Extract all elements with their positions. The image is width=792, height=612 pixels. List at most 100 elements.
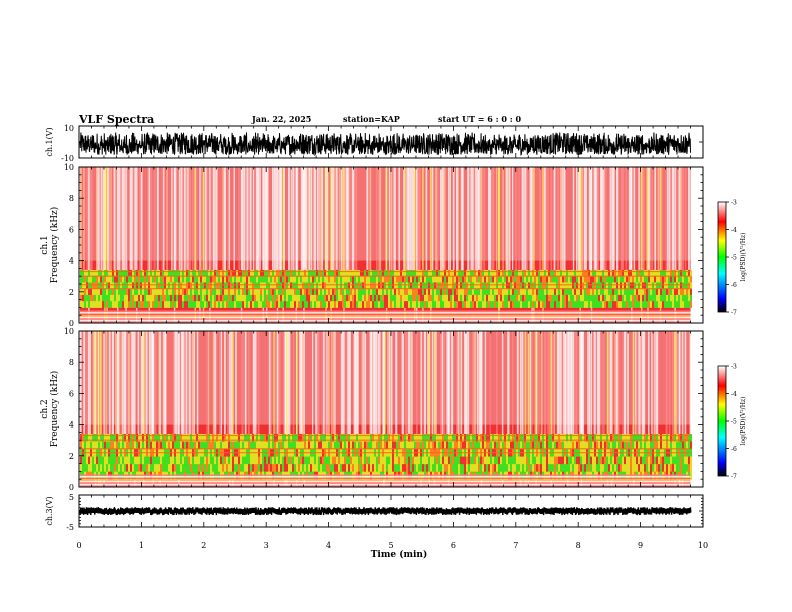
spec-band-cell <box>282 294 284 302</box>
spec-band-cell <box>420 441 422 450</box>
spec-band-cell <box>390 301 392 308</box>
spec-band-cell <box>184 282 186 290</box>
date-label: Jan. 22, 2025 <box>252 114 312 124</box>
spec-streak <box>441 331 444 462</box>
spec-band-cell <box>354 301 356 308</box>
spec-band-cell <box>560 433 562 442</box>
spec-band-cell <box>206 282 208 290</box>
spec-band-cell <box>616 276 618 283</box>
spec-band-cell <box>136 269 138 277</box>
spec-streak <box>408 331 411 464</box>
spec-band-cell <box>384 441 386 450</box>
spec-band-cell <box>254 294 256 302</box>
spec-band-cell <box>626 294 628 302</box>
spec-band-cell <box>280 441 282 450</box>
spec-band-cell <box>322 294 324 302</box>
spec-band-cell <box>640 441 642 450</box>
spec-band-cell <box>350 464 352 473</box>
spec-band-cell <box>100 294 102 302</box>
spec-band-cell <box>142 269 144 277</box>
spec-streak <box>324 331 327 455</box>
spec-band-cell <box>470 288 472 296</box>
spec-band-cell <box>482 269 484 277</box>
spec-band-cell <box>562 288 564 296</box>
spec-streak <box>393 167 396 278</box>
spec-band-cell <box>356 269 358 277</box>
spec-streak <box>188 331 192 464</box>
spec-streak <box>489 331 491 456</box>
spec-band-cell <box>388 301 390 308</box>
spec-band-cell <box>536 464 538 473</box>
spec-band-cell <box>154 288 156 296</box>
spec-band-cell <box>580 456 582 465</box>
spec-band-cell <box>684 282 686 290</box>
spec-band-cell <box>152 276 154 283</box>
spec-band-cell <box>478 441 480 450</box>
spec-band-cell <box>314 433 316 442</box>
spec-band-cell <box>384 464 386 473</box>
spec-band-cell <box>134 464 136 473</box>
spec-band-cell <box>522 269 524 277</box>
spec-band-cell <box>90 276 92 283</box>
spec-band-cell <box>154 269 156 277</box>
spec-band-cell <box>568 288 570 296</box>
spec-band-cell <box>632 288 634 296</box>
spec-band-cell <box>206 456 208 465</box>
spec-band-cell <box>638 288 640 296</box>
spec-band-cell <box>446 288 448 296</box>
spec-band-cell <box>114 441 116 450</box>
spec-band-cell <box>462 269 464 277</box>
spec-band-cell <box>574 433 576 442</box>
spec-band-cell <box>644 294 646 302</box>
spec-streak <box>328 331 330 442</box>
spec-streak <box>569 331 572 447</box>
spec-band-cell <box>160 441 162 450</box>
spec-band-cell <box>678 276 680 283</box>
spec-band-cell <box>150 294 152 302</box>
spec-band-cell <box>176 441 178 450</box>
spec-band-cell <box>474 288 476 296</box>
spec-band-cell <box>358 441 360 450</box>
spec-band-cell <box>688 276 690 283</box>
x-tick-label: 3 <box>264 541 269 550</box>
spec-band-cell <box>664 464 666 473</box>
spec-band-cell <box>332 456 334 465</box>
spec-band-cell <box>220 441 222 450</box>
spec-band-cell <box>554 294 556 302</box>
spec-band-cell <box>106 294 108 302</box>
spec-band-cell <box>630 269 632 277</box>
spec-streak <box>587 331 589 463</box>
spec-band-cell <box>284 288 286 296</box>
spec-band-cell <box>524 464 526 473</box>
spec-band-cell <box>414 433 416 442</box>
spec-band-cell <box>502 269 504 277</box>
spec-low-stripe <box>80 312 691 314</box>
spec-band-cell <box>628 433 630 442</box>
spec-band-cell <box>672 276 674 283</box>
spec-band-cell <box>610 301 612 308</box>
spec-band-cell <box>286 456 288 465</box>
spec-band-cell <box>422 301 424 308</box>
spec-band-cell <box>466 433 468 442</box>
spec-band-cell <box>146 276 148 283</box>
spec-streak <box>150 331 153 447</box>
spec-band-cell <box>686 294 688 302</box>
spec-band-cell <box>314 441 316 450</box>
spec-streak <box>331 331 333 442</box>
spec-band-cell <box>430 301 432 308</box>
spec-band-cell <box>626 269 628 277</box>
spec-streak <box>651 167 654 278</box>
spec-band-cell <box>288 288 290 296</box>
spec-band-cell <box>278 276 280 283</box>
spec-band-cell <box>318 276 320 283</box>
spec-band-cell <box>228 441 230 450</box>
spec-band-cell <box>416 441 418 450</box>
spec-band-cell <box>84 269 86 277</box>
spec-band-cell <box>556 456 558 465</box>
spec-band-cell <box>500 294 502 302</box>
spec-band-cell <box>270 301 272 308</box>
spec-band-cell <box>414 282 416 290</box>
spec-band-cell <box>608 269 610 277</box>
spec-band-cell <box>414 276 416 283</box>
spec-band-cell <box>398 464 400 473</box>
